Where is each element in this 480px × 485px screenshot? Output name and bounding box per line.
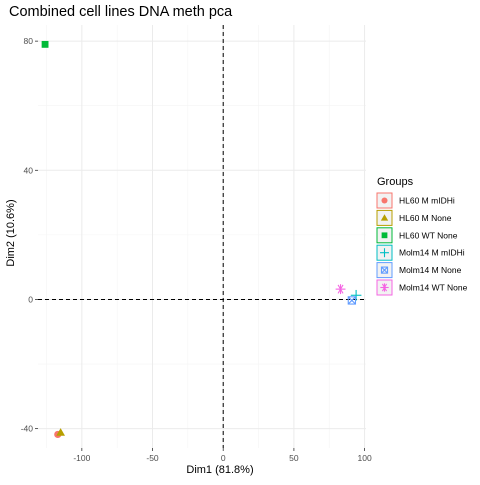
chart-title: Combined cell lines DNA meth pca xyxy=(9,4,233,20)
legend-items: HL60 M mIDHi HL60 M None HL60 WT None Molm1… xyxy=(377,193,468,295)
x-tick-label: 50 xyxy=(289,453,299,463)
y-tick-label: 0 xyxy=(28,294,33,304)
legend-label: Molm14 M mIDHi xyxy=(399,248,465,258)
legend-label: HL60 M None xyxy=(399,213,452,223)
x-tick-label: 100 xyxy=(357,453,371,463)
y-tick-label: 40 xyxy=(24,165,34,175)
y-axis-ticks: -40 0 40 80 xyxy=(21,36,38,433)
legend-item: HL60 WT None xyxy=(377,228,458,243)
grid-lines xyxy=(38,25,366,448)
legend-label: HL60 M mIDHi xyxy=(399,196,455,206)
legend-item: HL60 M None xyxy=(377,210,452,225)
x-tick-label: -50 xyxy=(146,453,159,463)
legend: Groups HL60 M mIDHi HL60 M None HL60 WT No… xyxy=(377,176,468,295)
y-axis-label: Dim2 (10.6%) xyxy=(5,199,17,266)
legend-label: Molm14 M None xyxy=(399,265,462,275)
x-axis-ticks: -100 -50 0 50 100 xyxy=(73,448,372,463)
data-point xyxy=(348,297,355,304)
x-tick-label: -100 xyxy=(73,453,90,463)
legend-title: Groups xyxy=(377,176,414,188)
y-tick-label: -40 xyxy=(21,424,34,434)
x-tick-label: 0 xyxy=(221,453,226,463)
reference-lines xyxy=(38,25,366,448)
data-point xyxy=(336,284,346,294)
legend-item: Molm14 M None xyxy=(377,263,462,278)
legend-item: Molm14 WT None xyxy=(377,280,468,295)
y-tick-label: 80 xyxy=(24,36,34,46)
data-points xyxy=(42,41,362,438)
legend-label: Molm14 WT None xyxy=(399,283,468,293)
legend-label: HL60 WT None xyxy=(399,230,458,240)
legend-item: HL60 M mIDHi xyxy=(377,193,455,208)
legend-marker xyxy=(381,197,387,203)
x-axis-label: Dim1 (81.8%) xyxy=(186,464,253,476)
legend-marker xyxy=(382,232,388,238)
legend-item: Molm14 M mIDHi xyxy=(377,245,465,260)
data-point xyxy=(42,41,49,48)
